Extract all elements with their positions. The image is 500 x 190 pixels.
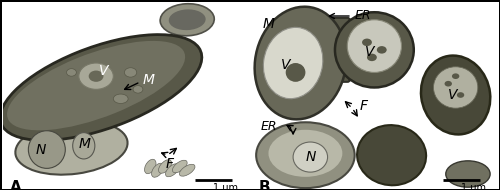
Ellipse shape [268,130,342,177]
Ellipse shape [362,39,372,46]
Ellipse shape [367,54,377,61]
Ellipse shape [166,164,179,177]
Ellipse shape [434,67,478,108]
Ellipse shape [114,94,128,104]
Text: 1 μm: 1 μm [212,183,238,190]
Ellipse shape [169,9,205,30]
Ellipse shape [377,46,386,54]
Ellipse shape [66,69,76,76]
Ellipse shape [357,125,426,185]
Ellipse shape [152,163,164,177]
Text: N: N [305,150,316,164]
Text: ER: ER [261,120,278,134]
Ellipse shape [421,56,490,134]
Ellipse shape [452,73,460,79]
Text: A: A [10,180,22,190]
Ellipse shape [348,20,402,72]
Text: B: B [258,180,270,190]
Text: F: F [166,157,174,171]
Ellipse shape [124,68,136,77]
Text: M: M [262,17,274,31]
Text: M: M [79,137,91,151]
Text: 1 μm: 1 μm [462,183,486,190]
Ellipse shape [335,12,414,87]
Text: M: M [143,73,155,87]
Text: V: V [448,88,458,102]
Ellipse shape [180,164,195,176]
Text: F: F [360,99,368,113]
Ellipse shape [158,160,172,173]
Ellipse shape [264,27,323,99]
Ellipse shape [160,4,214,36]
Ellipse shape [457,92,464,98]
Ellipse shape [293,142,328,172]
Ellipse shape [144,159,156,174]
Ellipse shape [286,63,306,82]
Ellipse shape [254,7,346,119]
Text: V: V [364,45,374,59]
Ellipse shape [7,41,185,130]
Ellipse shape [28,131,66,168]
Ellipse shape [0,35,202,140]
Text: N: N [36,142,46,157]
Text: V: V [281,58,290,72]
Ellipse shape [444,81,452,86]
Ellipse shape [133,86,143,93]
FancyBboxPatch shape [330,18,349,82]
Ellipse shape [72,133,95,159]
Ellipse shape [16,121,128,175]
Ellipse shape [172,160,187,173]
Ellipse shape [79,63,114,89]
Ellipse shape [446,161,490,187]
Text: ER: ER [330,10,371,22]
Ellipse shape [256,122,354,188]
Text: V: V [98,63,108,78]
Ellipse shape [88,70,104,82]
